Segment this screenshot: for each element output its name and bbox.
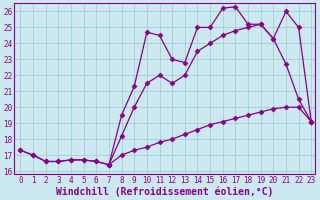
X-axis label: Windchill (Refroidissement éolien,°C): Windchill (Refroidissement éolien,°C) bbox=[56, 186, 273, 197]
